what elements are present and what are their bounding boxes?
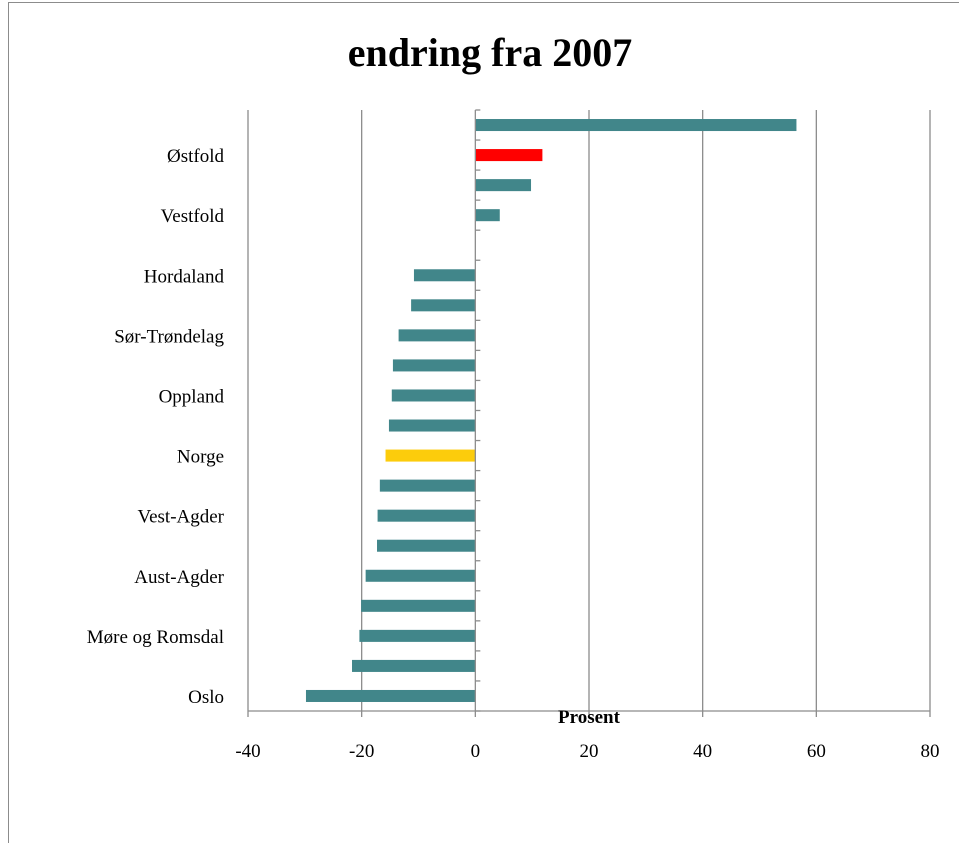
x-tick-label-3: 20	[580, 741, 599, 762]
chart-frame	[8, 2, 959, 843]
bar-14	[377, 539, 476, 552]
x-tick-label-2: 0	[471, 741, 481, 762]
bar-12	[379, 479, 476, 492]
x-tick-labels: -40 -20 0 20 40 60 80	[235, 741, 939, 762]
bar-17	[359, 629, 476, 642]
x-tick-label-1: -20	[349, 741, 374, 762]
bar-5	[413, 269, 476, 282]
bar-1	[475, 149, 543, 162]
category-label-11: Norge	[177, 447, 224, 468]
bar-10	[388, 419, 476, 432]
bar-18	[352, 659, 476, 672]
category-labels: Østfold Vestfold Hordaland Sør-Trøndelag Opp…	[87, 146, 225, 708]
bar-9	[391, 389, 476, 402]
bar-11	[385, 449, 476, 462]
bar-13	[377, 509, 476, 522]
bars	[305, 119, 797, 702]
bar-8	[392, 359, 476, 372]
category-label-19: Oslo	[188, 687, 224, 708]
bar-7	[398, 329, 476, 342]
chart-title: endring fra 2007	[348, 30, 632, 75]
category-label-9: Oppland	[159, 386, 225, 407]
category-label-15: Aust-Agder	[134, 567, 224, 588]
category-label-13: Vest-Agder	[137, 507, 224, 528]
category-label-17: Møre og Romsdal	[87, 627, 224, 648]
x-axis-title: Prosent	[558, 707, 621, 728]
x-tick-label-0: -40	[235, 741, 260, 762]
category-label-7: Sør-Trøndelag	[114, 326, 224, 347]
gridlines	[247, 110, 931, 711]
axes	[247, 109, 931, 717]
bar-6	[411, 299, 476, 312]
bar-3	[475, 209, 500, 222]
x-tick-label-6: 80	[921, 741, 940, 762]
bar-2	[475, 179, 532, 192]
x-tick-label-4: 40	[693, 741, 712, 762]
category-label-1: Østfold	[167, 146, 225, 167]
bar-0	[475, 119, 797, 132]
category-label-5: Hordaland	[144, 266, 225, 287]
x-tick-label-5: 60	[807, 741, 826, 762]
bar-19	[305, 689, 476, 702]
bar-16	[361, 599, 476, 612]
bar-15	[365, 569, 476, 582]
category-label-3: Vestfold	[161, 206, 225, 227]
